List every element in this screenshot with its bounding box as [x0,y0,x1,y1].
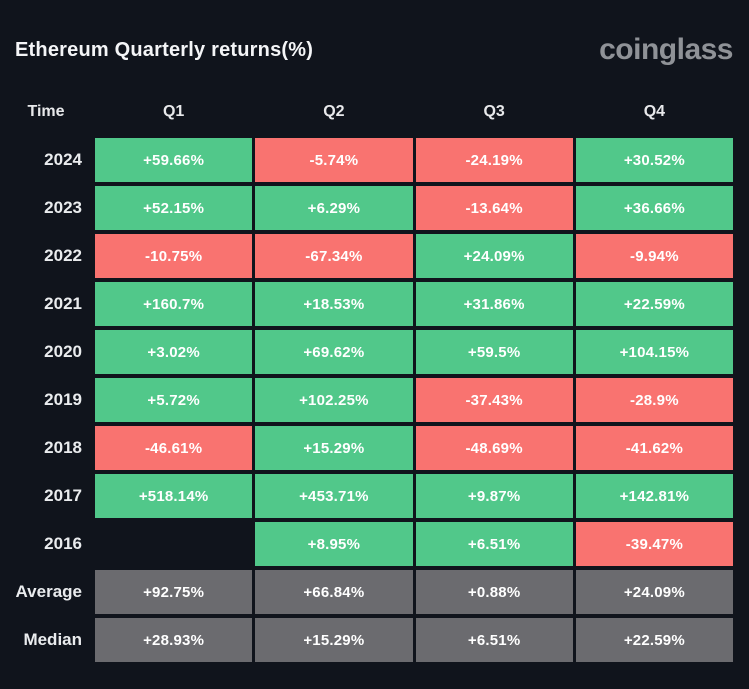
cell-2018-q4: -41.62% [575,426,733,470]
cell-2021-q4: +22.59% [575,282,733,326]
cell-average-q2: +66.84% [255,570,413,614]
cell-2019-q1: +5.72% [95,378,253,422]
row-label-2018: 2018 [44,438,82,457]
cell-2020-q2: +69.62% [255,330,413,374]
row-label-2023: 2023 [44,198,82,217]
row-label-2016: 2016 [44,534,82,553]
cell-2017-q1: +518.14% [95,474,253,518]
row-label-average: Average [15,582,82,601]
cell-2024-q4: +30.52% [575,138,733,182]
cell-2016-q1 [95,522,252,566]
header-bar: Ethereum Quarterly returns(%) coinglass [0,0,749,70]
cell-2022-q3: +24.09% [415,234,573,278]
cell-2021-q2: +18.53% [255,282,413,326]
cell-2022-q2: -67.34% [255,234,413,278]
cell-2023-q4: +36.66% [575,186,733,230]
cell-2017-q3: +9.87% [415,474,573,518]
cell-average-q3: +0.88% [415,570,573,614]
row-label-2020: 2020 [44,342,82,361]
column-header-q4: Q4 [643,103,666,120]
cell-2022-q1: -10.75% [95,234,253,278]
returns-table: Time Q1 Q2 Q3 Q4 2024 +59.66% -5.74% -24.19… [0,90,733,662]
cell-2018-q3: -48.69% [415,426,573,470]
cell-2024-q2: -5.74% [255,138,413,182]
cell-2021-q1: +160.7% [95,282,253,326]
cell-2021-q3: +31.86% [415,282,573,326]
cell-2020-q4: +104.15% [575,330,733,374]
cell-median-q2: +15.29% [255,618,413,662]
cell-2023-q1: +52.15% [95,186,253,230]
cell-2016-q3: +6.51% [415,522,573,566]
cell-2018-q1: -46.61% [95,426,253,470]
cell-2018-q2: +15.29% [255,426,413,470]
cell-2016-q2: +8.95% [255,522,413,566]
cell-median-q4: +22.59% [575,618,733,662]
cell-2023-q2: +6.29% [255,186,413,230]
column-header-time: Time [27,103,65,120]
cell-median-q1: +28.93% [95,618,253,662]
cell-2016-q4: -39.47% [575,522,733,566]
row-label-median: Median [23,630,82,649]
row-label-2017: 2017 [44,486,82,505]
cell-2020-q1: +3.02% [95,330,253,374]
column-header-q3: Q3 [483,103,505,120]
cell-2019-q3: -37.43% [415,378,573,422]
cell-2017-q4: +142.81% [575,474,733,518]
page-title: Ethereum Quarterly returns(%) [15,38,314,61]
cell-2024-q1: +59.66% [95,138,253,182]
cell-median-q3: +6.51% [415,618,573,662]
row-label-2022: 2022 [44,246,82,265]
row-label-2021: 2021 [44,294,82,313]
coinglass-logo[interactable]: coinglass [599,33,733,66]
cell-2017-q2: +453.71% [255,474,413,518]
cell-2023-q3: -13.64% [415,186,573,230]
column-header-q1: Q1 [162,103,185,120]
cell-2024-q3: -24.19% [415,138,573,182]
cell-2019-q2: +102.25% [255,378,413,422]
row-label-2019: 2019 [44,390,82,409]
row-label-2024: 2024 [44,150,82,169]
cell-2019-q4: -28.9% [575,378,733,422]
cell-2022-q4: -9.94% [575,234,733,278]
column-header-q2: Q2 [323,103,345,120]
cell-average-q4: +24.09% [575,570,733,614]
cell-2020-q3: +59.5% [415,330,573,374]
cell-average-q1: +92.75% [95,570,253,614]
